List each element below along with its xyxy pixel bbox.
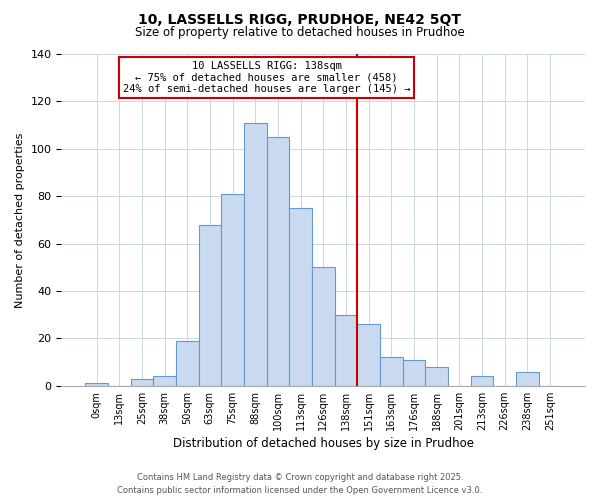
Bar (244, 122, 266, 386)
Bar (403, 360, 425, 386)
Bar (85, 384, 108, 386)
Bar (176, 341, 199, 386)
Bar (335, 314, 357, 386)
Bar (153, 376, 176, 386)
Bar (425, 367, 448, 386)
Bar (312, 268, 335, 386)
Bar (199, 224, 221, 386)
Bar (266, 137, 289, 386)
Bar (380, 358, 403, 386)
Text: 10 LASSELLS RIGG: 138sqm
← 75% of detached houses are smaller (458)
24% of semi-: 10 LASSELLS RIGG: 138sqm ← 75% of detach… (123, 61, 410, 94)
Text: 10, LASSELLS RIGG, PRUDHOE, NE42 5QT: 10, LASSELLS RIGG, PRUDHOE, NE42 5QT (139, 12, 461, 26)
Bar (221, 194, 244, 386)
Bar (357, 324, 380, 386)
X-axis label: Distribution of detached houses by size in Prudhoe: Distribution of detached houses by size … (173, 437, 474, 450)
Text: Size of property relative to detached houses in Prudhoe: Size of property relative to detached ho… (135, 26, 465, 39)
Bar (289, 208, 312, 386)
Y-axis label: Number of detached properties: Number of detached properties (15, 132, 25, 308)
Text: Contains HM Land Registry data © Crown copyright and database right 2025.
Contai: Contains HM Land Registry data © Crown c… (118, 474, 482, 495)
Bar (470, 376, 493, 386)
Bar (516, 372, 539, 386)
Bar (131, 378, 153, 386)
